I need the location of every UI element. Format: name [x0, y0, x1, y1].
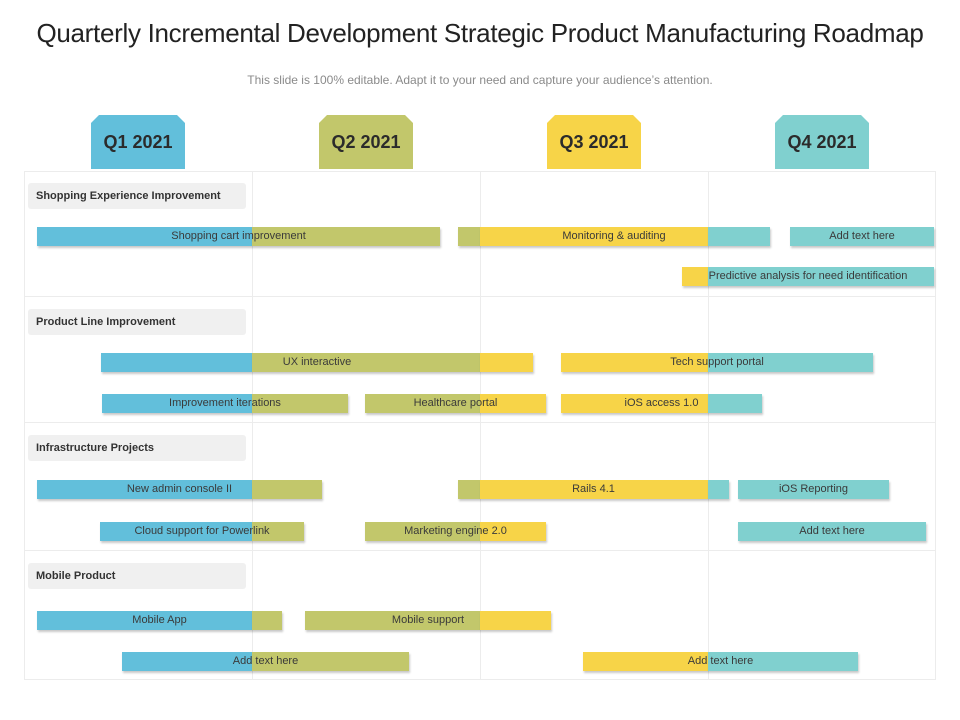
timeline-bar-s3-r2-i2-segment-2 [480, 522, 546, 541]
section-label-2: Product Line Improvement [28, 309, 246, 335]
timeline-bar-s2-r2-i1-segment-1 [102, 394, 252, 413]
timeline-bar-s4-r2-i2-segment-1 [583, 652, 708, 671]
timeline-bar-s2-r1-i1-segment-2 [252, 353, 480, 372]
timeline-bar-s2-r1-i2-segment-2 [708, 353, 873, 372]
section-label-3: Infrastructure Projects [28, 435, 246, 461]
timeline-bar-s4-r1-i1-segment-2 [252, 611, 282, 630]
timeline-bar-s2-r1-i1-segment-1 [101, 353, 252, 372]
timeline-bar-label-s4-r2-i2: Add text here [687, 655, 754, 667]
grid-row-divider-3 [24, 550, 936, 551]
timeline-bar-s4-r2-i1-segment-1 [122, 652, 252, 671]
timeline-bar-s1-r1-i2-segment-1 [458, 227, 480, 246]
timeline-bar-s3-r2-i3-segment-1 [738, 522, 926, 541]
timeline-bar-s1-r1-i2-segment-3 [708, 227, 770, 246]
timeline-bar-s1-r2-i1-segment-2 [708, 267, 934, 286]
timeline-bar-label-s2-r1-i2: Tech support portal [670, 356, 764, 368]
timeline-bar-label-s1-r1-i3: Add text here [829, 230, 895, 242]
timeline-bar-label-s4-r1-i2: Mobile support [391, 614, 465, 626]
timeline-bar-s3-r1-i1-segment-2 [252, 480, 322, 499]
section-label-4: Mobile Product [28, 563, 246, 589]
timeline-bar-s2-r2-i2-segment-2 [480, 394, 546, 413]
timeline-bar-s1-r1-i2-segment-2 [480, 227, 708, 246]
timeline-bar-s3-r1-i3-segment-1 [738, 480, 889, 499]
timeline-bar-label-s4-r2-i1: Add text here [232, 655, 299, 667]
timeline-bar-s4-r1-i2-segment-1 [305, 611, 480, 630]
timeline-bar-s4-r1-i2-segment-2 [480, 611, 551, 630]
quarter-tab-4: Q4 2021 [775, 115, 869, 169]
quarter-tab-1: Q1 2021 [91, 115, 185, 169]
timeline-bar-s3-r1-i2-segment-3 [708, 480, 729, 499]
page-title: Quarterly Incremental Development Strate… [36, 18, 924, 48]
quarter-tab-3: Q3 2021 [547, 115, 641, 169]
timeline-bar-label-s1-r2-i1: Predictive analysis for need identificat… [708, 270, 908, 282]
timeline-bar-s2-r1-i2-segment-1 [561, 353, 708, 372]
timeline-bar-s4-r2-i1-segment-2 [252, 652, 409, 671]
timeline-bar-label-s3-r1-i2: Rails 4.1 [572, 483, 615, 495]
timeline-bar-s2-r2-i1-segment-2 [252, 394, 348, 413]
timeline-bar-s1-r2-i1-segment-1 [682, 267, 708, 286]
timeline-bar-s3-r1-i2-segment-2 [480, 480, 708, 499]
timeline-bar-label-s2-r2-i3: iOS access 1.0 [624, 397, 699, 409]
timeline-bar-s1-r1-i1-segment-1 [37, 227, 252, 246]
timeline-bar-s4-r1-i1-segment-1 [37, 611, 252, 630]
timeline-bar-s3-r2-i1-segment-2 [252, 522, 304, 541]
timeline-bar-label-s3-r2-i3: Add text here [799, 525, 865, 537]
timeline-bar-s3-r2-i1-segment-1 [100, 522, 252, 541]
timeline-bar-s2-r1-i1-segment-3 [480, 353, 533, 372]
timeline-bar-label-s3-r2-i2: Marketing engine 2.0 [404, 525, 507, 537]
timeline-bar-s2-r2-i2-segment-1 [365, 394, 480, 413]
timeline-bar-s1-r1-i1-segment-2 [252, 227, 440, 246]
timeline-bar-s4-r2-i2-segment-2 [708, 652, 858, 671]
timeline-bar-label-s3-r2-i1: Cloud support for Powerlink [134, 525, 270, 537]
timeline-bar-s3-r2-i2-segment-1 [365, 522, 480, 541]
timeline-bar-s3-r1-i2-segment-1 [458, 480, 480, 499]
timeline-bar-s1-r1-i3-segment-1 [790, 227, 934, 246]
page-subtitle: This slide is 100% editable. Adapt it to… [247, 73, 713, 87]
quarter-tab-2: Q2 2021 [319, 115, 413, 169]
grid-divider-q3-q4 [708, 171, 709, 680]
grid-divider-q1-q2 [252, 171, 253, 680]
timeline-bar-label-s2-r1-i1: UX interactive [282, 356, 352, 368]
grid-row-divider-1 [24, 296, 936, 297]
grid-row-divider-2 [24, 422, 936, 423]
timeline-bar-label-s2-r2-i1: Improvement iterations [169, 397, 281, 409]
timeline-bar-label-s3-r1-i1: New admin console II [126, 483, 233, 495]
timeline-bar-label-s2-r2-i2: Healthcare portal [413, 397, 498, 409]
section-label-1: Shopping Experience Improvement [28, 183, 246, 209]
grid-divider-q2-q3 [480, 171, 481, 680]
timeline-bar-label-s1-r1-i2: Monitoring & auditing [562, 230, 666, 242]
timeline-bar-label-s3-r1-i3: iOS Reporting [778, 483, 849, 495]
timeline-bar-s3-r1-i1-segment-1 [37, 480, 252, 499]
timeline-bar-s2-r2-i3-segment-2 [708, 394, 762, 413]
timeline-bar-s2-r2-i3-segment-1 [561, 394, 708, 413]
timeline-bar-label-s1-r1-i1: Shopping cart improvement [171, 230, 306, 242]
timeline-bar-label-s4-r1-i1: Mobile App [132, 614, 187, 626]
